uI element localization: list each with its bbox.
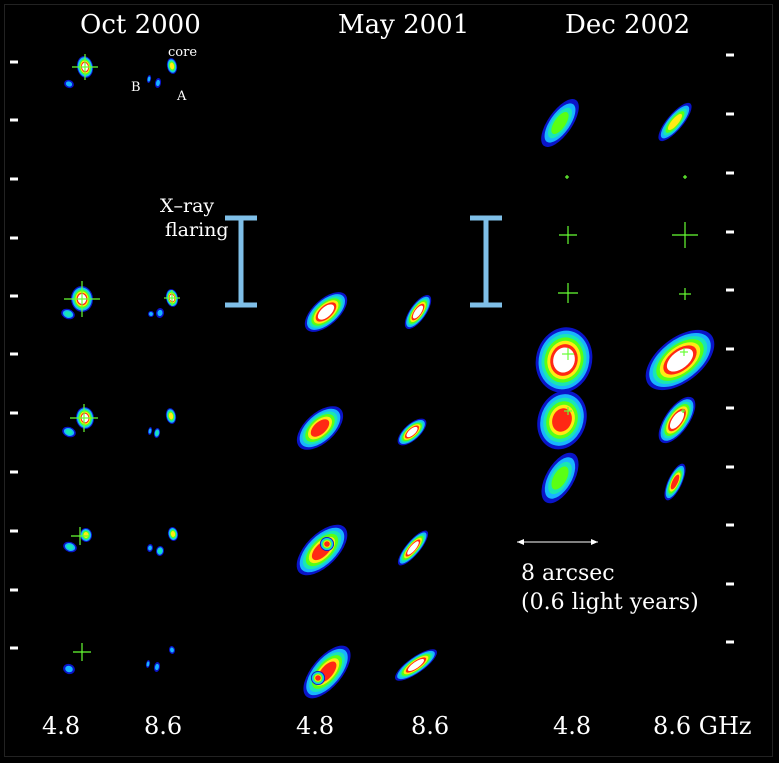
source-dec-8.6-r8 — [664, 463, 686, 501]
source-oct-4.8-r1-b — [64, 79, 74, 89]
tick-right-6 — [726, 406, 734, 410]
source-may-4.8-r11-knot — [311, 671, 325, 685]
source-oct-8.6-r7-a — [153, 428, 161, 438]
source-oct-8.6-r1-core — [166, 58, 178, 74]
source-may-8.6-r7 — [397, 418, 427, 446]
source-dec-4.8-r6 — [535, 327, 593, 393]
label-core: core — [168, 45, 198, 60]
tick-right-4 — [726, 288, 734, 292]
source-may-4.8-r5 — [304, 292, 348, 332]
source-oct-8.6-r9-core — [167, 527, 179, 541]
tick-left-3 — [10, 236, 18, 240]
tick-left-0 — [10, 60, 18, 64]
scale-bar-sublabel: (0.6 light years) — [521, 590, 699, 615]
tick-right-10 — [726, 640, 734, 644]
freq-label-dec-8.6: 8.6 GHz — [653, 712, 752, 740]
source-oct-8.6-r7-b — [147, 427, 153, 435]
scale-bar-arrow-right — [591, 539, 598, 545]
tick-left-10 — [10, 646, 18, 650]
tick-left-8 — [10, 529, 18, 533]
source-oct-8.6-r5-b — [148, 311, 154, 317]
tick-left-5 — [10, 352, 18, 356]
tick-left-7 — [10, 470, 18, 474]
source-dec-4.8-r7 — [537, 390, 587, 450]
freq-label-may-4.8: 4.8 — [296, 712, 335, 740]
source-oct-4.8-r11-b — [63, 663, 75, 675]
source-dec-4.8-r8 — [541, 452, 579, 504]
xray-label-line2: flaring — [165, 219, 229, 241]
tick-right-1 — [726, 112, 734, 116]
tick-left-6 — [10, 411, 18, 415]
xray-label-line1: X–ray — [160, 195, 215, 217]
source-oct-8.6-r9-b — [146, 544, 154, 552]
tick-right-7 — [726, 465, 734, 469]
source-oct-4.8-r9-core — [79, 528, 93, 542]
source-oct-4.8-r7-b — [62, 426, 76, 438]
tick-right-0 — [726, 53, 734, 57]
source-oct-8.6-r11-b — [145, 660, 151, 668]
source-oct-8.6-r1-b — [146, 75, 152, 83]
freq-label-oct-8.6: 8.6 — [144, 712, 183, 740]
scale-bar-arrow-left — [517, 539, 524, 545]
tick-right-2 — [726, 171, 734, 175]
tick-right-8 — [726, 523, 734, 527]
tick-right-9 — [726, 582, 734, 586]
tick-left-1 — [10, 118, 18, 122]
source-may-8.6-r9 — [397, 530, 429, 566]
epoch-title-oct-2000: Oct 2000 — [80, 10, 201, 40]
source-oct-8.6-r9-a — [155, 546, 165, 556]
source-oct-4.8-r9-b — [63, 541, 77, 553]
source-oct-4.8-r5-b — [61, 308, 75, 320]
source-may-4.8-r11-jet — [303, 645, 351, 699]
tick-right-3 — [726, 230, 734, 234]
source-oct-8.6-r11-a — [153, 662, 161, 672]
source-may-8.6-r5 — [404, 294, 432, 330]
source-dec-8.6-r6 — [645, 329, 715, 391]
tick-left-9 — [10, 588, 18, 592]
source-oct-8.6-r11-core — [168, 646, 176, 654]
scale-bar-label: 8 arcsec — [521, 561, 615, 586]
source-may-4.8-r9-knot — [320, 537, 334, 551]
epoch-title-dec-2002: Dec 2002 — [565, 10, 691, 40]
tick-left-2 — [10, 177, 18, 181]
source-may-8.6-r11 — [395, 649, 437, 681]
freq-label-may-8.6: 8.6 — [411, 712, 450, 740]
source-oct-8.6-r5-a — [155, 308, 165, 318]
label-component-a: A — [177, 89, 187, 104]
tick-right-5 — [726, 347, 734, 351]
freq-label-oct-4.8: 4.8 — [42, 712, 81, 740]
figure-frame — [4, 4, 773, 757]
freq-label-dec-4.8: 4.8 — [553, 712, 592, 740]
epoch-title-may-2001: May 2001 — [338, 10, 470, 40]
source-dec-4.8-r2 — [541, 99, 579, 147]
source-may-4.8-r9-jet — [296, 524, 348, 576]
source-may-4.8-r7-jet — [296, 406, 344, 450]
source-oct-8.6-r1-a — [154, 78, 162, 88]
source-dec-8.6-r2 — [658, 102, 692, 142]
source-oct-8.6-r7-core — [165, 408, 177, 424]
label-component-b: B — [131, 80, 141, 95]
tick-left-4 — [10, 294, 18, 298]
source-dec-8.6-r7 — [658, 396, 696, 444]
